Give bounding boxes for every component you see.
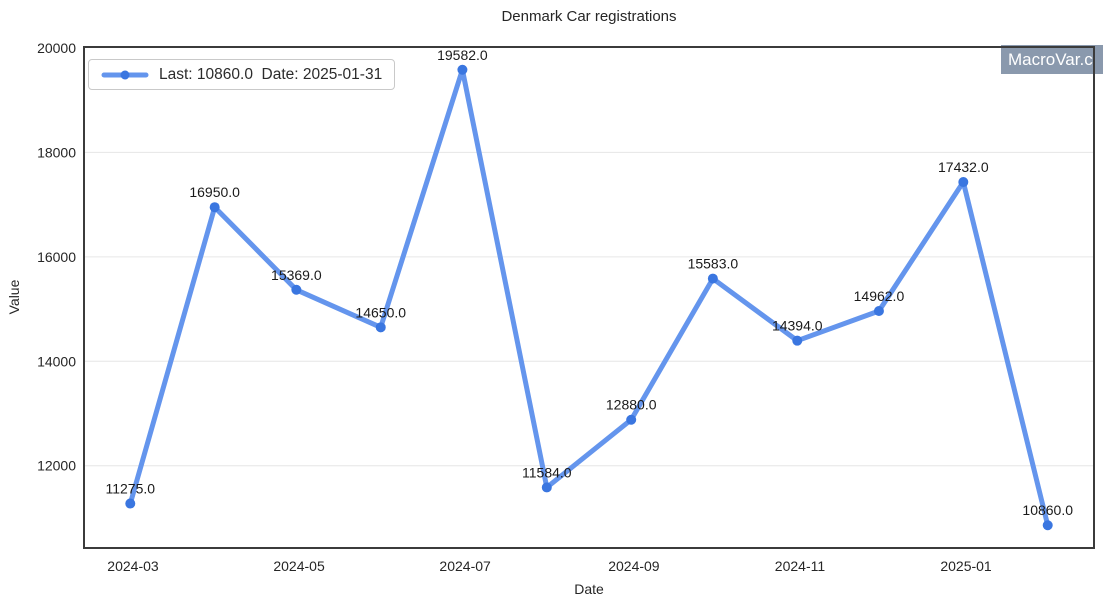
- value-label: 16950.0: [189, 184, 240, 200]
- axes-spines: [83, 46, 1095, 549]
- y-tick-label: 14000: [37, 353, 76, 369]
- data-point: [541, 482, 552, 493]
- data-point: [792, 335, 803, 346]
- data-point: [873, 306, 884, 317]
- x-tick-label: 2025-01: [940, 558, 992, 574]
- value-label: 14394.0: [772, 318, 823, 334]
- data-point: [1042, 520, 1053, 531]
- legend: Last: 10860.0 Date: 2025-01-31: [88, 59, 396, 90]
- data-point: [291, 284, 302, 295]
- data-point: [209, 202, 220, 213]
- data-point: [457, 64, 468, 75]
- y-tick-label: 12000: [37, 458, 76, 474]
- value-label: 17432.0: [938, 159, 989, 175]
- macrovar-watermark: MacroVar.c: [1001, 45, 1103, 74]
- value-label: 15369.0: [271, 267, 322, 283]
- value-label: 11584.0: [522, 464, 572, 480]
- legend-label: Last: 10860.0 Date: 2025-01-31: [159, 65, 383, 83]
- x-tick-label: 2024-07: [439, 558, 491, 574]
- x-axis-label: Date: [574, 581, 604, 597]
- y-tick-label: 18000: [37, 144, 76, 160]
- x-tick-label: 2024-11: [775, 558, 826, 574]
- value-label: 15583.0: [688, 256, 739, 272]
- x-tick-label: 2024-09: [608, 558, 660, 574]
- value-label: 12880.0: [606, 397, 657, 413]
- data-point: [707, 273, 718, 284]
- value-label: 11275.0: [105, 481, 155, 497]
- value-label: 14650.0: [355, 304, 406, 320]
- y-tick-label: 20000: [37, 40, 76, 56]
- data-line: [127, 67, 1051, 528]
- data-point: [626, 414, 637, 425]
- x-tick-label: 2024-03: [107, 558, 159, 574]
- data-point: [375, 322, 386, 333]
- data-point: [125, 498, 136, 509]
- value-label: 10860.0: [1022, 502, 1073, 518]
- legend-line-marker-icon: [101, 70, 149, 79]
- value-label: 14962.0: [854, 288, 905, 304]
- data-point: [958, 177, 969, 188]
- y-tick-label: 16000: [37, 249, 76, 265]
- chart-title: Denmark Car registrations: [501, 8, 677, 25]
- value-label: 19582.0: [437, 47, 488, 63]
- x-tick-label: 2024-05: [273, 558, 325, 574]
